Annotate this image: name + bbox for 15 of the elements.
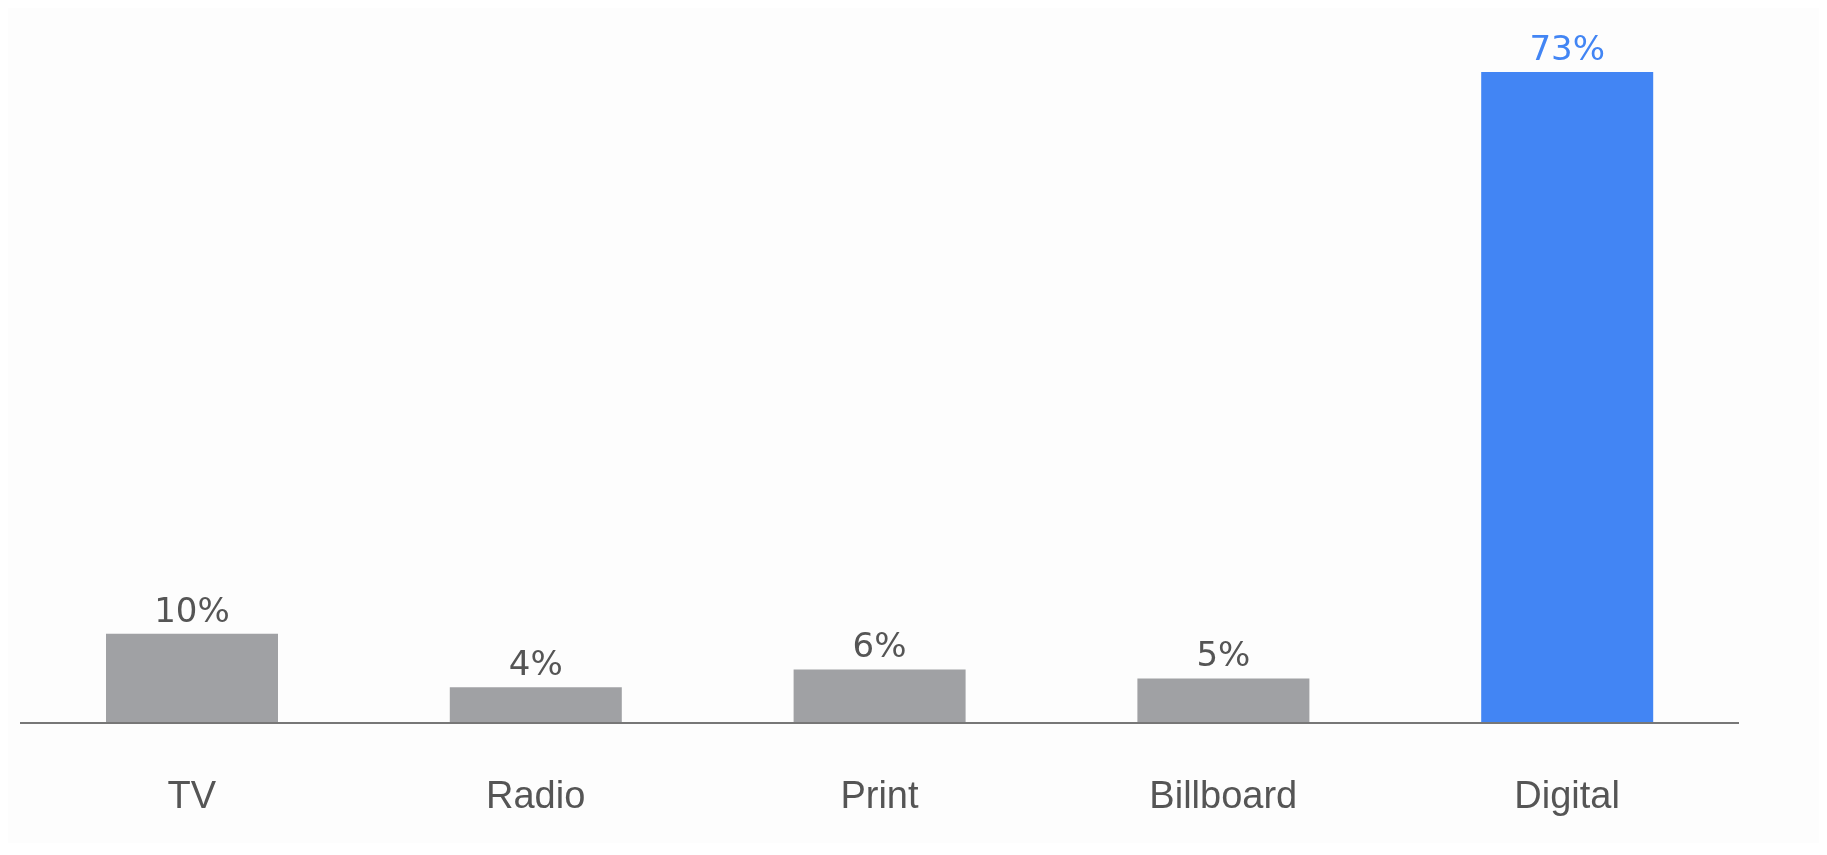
x-tick-label: TV (167, 773, 217, 816)
data-label: 5% (1196, 634, 1251, 675)
data-label: 73% (1529, 28, 1605, 68)
bar (106, 633, 278, 723)
x-tick-label: Billboard (1149, 773, 1298, 816)
x-tick-label: Radio (486, 773, 586, 816)
x-tick-label: Print (840, 773, 920, 816)
x-tick-label: Digital (1514, 773, 1620, 816)
bar (1481, 72, 1654, 723)
bar (793, 669, 966, 723)
bar (449, 687, 622, 723)
data-label: 10% (154, 589, 230, 630)
data-label: 4% (508, 643, 563, 684)
data-label: 6% (852, 625, 907, 666)
bar (1137, 678, 1310, 723)
